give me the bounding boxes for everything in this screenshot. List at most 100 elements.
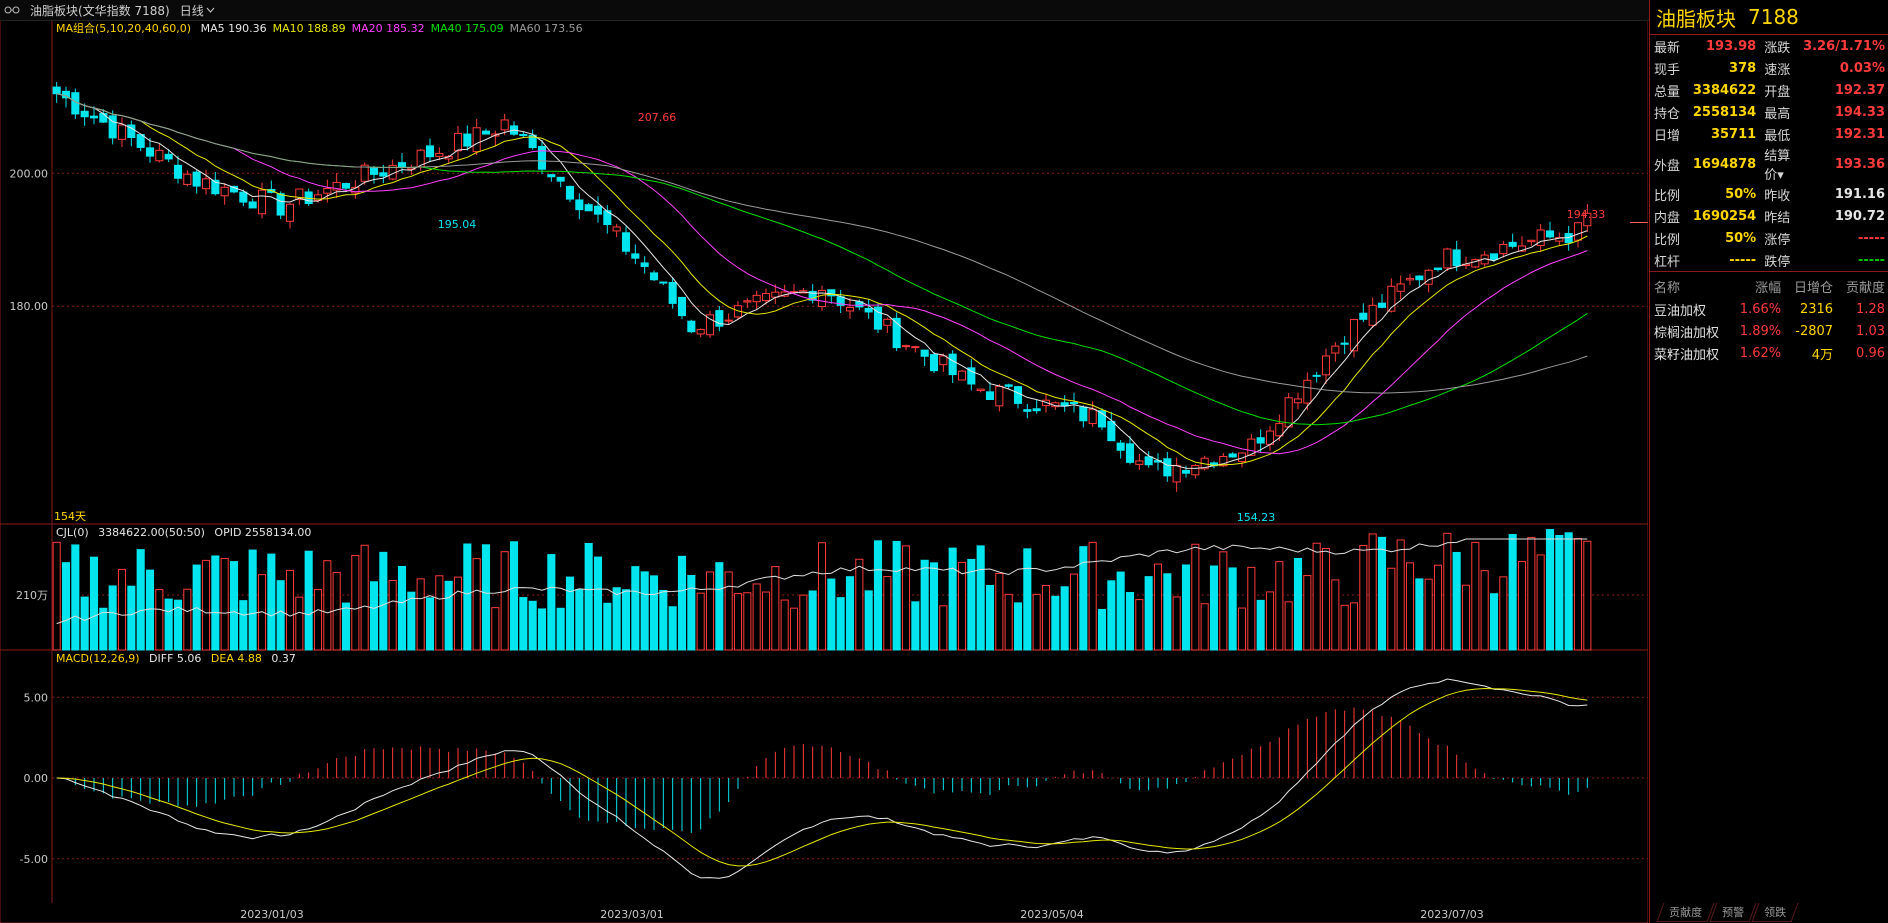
candle-body xyxy=(752,294,761,303)
candle-body xyxy=(1452,249,1461,267)
candle-body xyxy=(873,306,883,330)
candle-body xyxy=(1583,212,1592,227)
candle-body xyxy=(649,272,659,281)
component-header[interactable]: 涨幅 xyxy=(1755,280,1782,296)
component-row[interactable]: 豆油加权 1.66% 2316 1.28 xyxy=(1650,298,1888,320)
candle-body xyxy=(472,127,481,153)
candle-body xyxy=(99,112,108,123)
quote-key: 持仓 xyxy=(1654,106,1681,122)
macd-legend-name[interactable]: MACD(12,26,9) xyxy=(56,652,140,665)
quote-value: 193.36 xyxy=(1834,156,1885,172)
candle-body xyxy=(668,281,677,304)
component-cell: 1.03 xyxy=(1856,323,1885,339)
candle-body xyxy=(1135,460,1144,465)
volume-bar xyxy=(892,540,901,651)
y-tick-label: -5.00 xyxy=(20,853,48,866)
vol-legend-name[interactable]: CJL(0) xyxy=(56,526,89,539)
volume-bar xyxy=(1200,603,1209,651)
candle-body xyxy=(1377,302,1387,308)
volume-bar xyxy=(780,599,789,651)
volume-bar xyxy=(1088,541,1097,651)
candle-body xyxy=(883,318,892,326)
candle-body xyxy=(1023,409,1032,412)
component-header[interactable]: 贡献度 xyxy=(1845,280,1885,296)
volume-bar xyxy=(1228,567,1237,651)
period-select[interactable]: 日线 xyxy=(180,2,215,19)
quote-key: 外盘 xyxy=(1654,158,1681,174)
component-header[interactable]: 名称 xyxy=(1654,280,1681,296)
candle-body xyxy=(715,310,724,327)
quote-key: 最高 xyxy=(1764,106,1791,122)
volume-bar xyxy=(472,558,481,651)
component-cell: 棕榈油加权 xyxy=(1654,325,1720,341)
component-cell: 1.28 xyxy=(1856,301,1885,317)
candle-body xyxy=(1191,465,1200,476)
quote-value: 191.16 xyxy=(1834,186,1885,202)
volume-bar xyxy=(1303,575,1312,651)
quote-key: 涨停 xyxy=(1764,232,1791,248)
candle-body xyxy=(1415,275,1424,281)
y-tick-label: 5.00 xyxy=(24,691,49,704)
quote-row: 总量 3384622 开盘 192.37 xyxy=(1650,79,1888,101)
quote-key: 总量 xyxy=(1654,84,1681,100)
candle-body xyxy=(155,149,164,162)
volume-bar xyxy=(220,557,229,651)
component-row[interactable]: 菜籽油加权 1.62% 4万 0.96 xyxy=(1650,342,1888,364)
open-interest-line xyxy=(56,538,1588,625)
volume-bar xyxy=(360,544,369,651)
volume-bar xyxy=(827,578,836,651)
volume-bar xyxy=(1527,537,1536,651)
volume-bar xyxy=(435,575,444,651)
glasses-icon[interactable] xyxy=(4,5,20,15)
candle-body xyxy=(920,349,929,357)
volume-bar xyxy=(1004,593,1013,651)
volume-bar xyxy=(313,589,323,651)
candle-body xyxy=(1359,312,1368,320)
tab-领跌[interactable]: 领跌 xyxy=(1751,903,1799,922)
component-row[interactable]: 棕榈油加权 1.89% -2807 1.03 xyxy=(1650,320,1888,342)
candle-body xyxy=(939,355,948,366)
volume-bar xyxy=(1079,546,1088,651)
volume-bar xyxy=(1471,541,1480,651)
volume-bar xyxy=(1359,545,1368,651)
quote-row: 比例 50% 昨收 191.16 xyxy=(1650,183,1888,205)
kline-chart[interactable]: 200.00 180.00 210万 5.00 0.00 -5.00 2023/01/03 2… xyxy=(0,0,1648,923)
volume-bar xyxy=(528,600,537,651)
volume-bar xyxy=(1424,578,1433,651)
volume-bar xyxy=(1172,596,1181,651)
candles xyxy=(52,82,1592,492)
quote-key: 比例 xyxy=(1654,188,1681,204)
candle-body xyxy=(248,201,257,209)
component-header[interactable]: 日增仓 xyxy=(1794,280,1834,296)
volume-bar xyxy=(789,607,799,651)
quote-key: 现手 xyxy=(1654,62,1681,78)
quote-row: 杠杆 ----- 跌停 ----- xyxy=(1650,249,1888,271)
macd-diff-line xyxy=(56,678,1588,879)
volume-bar xyxy=(808,590,817,651)
volume-bar xyxy=(388,579,397,651)
candle-body xyxy=(1181,469,1191,474)
y-tick-label: 0.00 xyxy=(24,772,49,785)
volume-bar xyxy=(864,590,873,651)
volume-bar xyxy=(117,568,127,651)
candle-body xyxy=(1517,245,1527,252)
ma-legend-name[interactable]: MA组合(5,10,20,40,60,0) xyxy=(56,22,192,35)
volume-bar xyxy=(332,571,341,651)
volume-bar xyxy=(1153,563,1163,651)
candle-body xyxy=(621,232,631,252)
candle-body xyxy=(1573,222,1583,241)
quote-key[interactable]: 结算价▾ xyxy=(1764,149,1791,183)
volume-bar xyxy=(1349,602,1359,651)
volume-bar xyxy=(724,571,733,651)
volume-bar xyxy=(248,549,257,651)
candle-body xyxy=(612,226,621,232)
volume-bar xyxy=(491,607,500,651)
candle-body xyxy=(360,164,369,182)
candle-body xyxy=(1331,345,1340,354)
quote-value: 3384622 xyxy=(1692,82,1757,98)
volume-bar xyxy=(948,547,957,651)
tab-贡献度[interactable]: 贡献度 xyxy=(1656,903,1715,922)
tab-预警[interactable]: 预警 xyxy=(1709,903,1757,922)
macd-pane xyxy=(56,678,1588,879)
component-cell: 1.89% xyxy=(1739,323,1782,339)
